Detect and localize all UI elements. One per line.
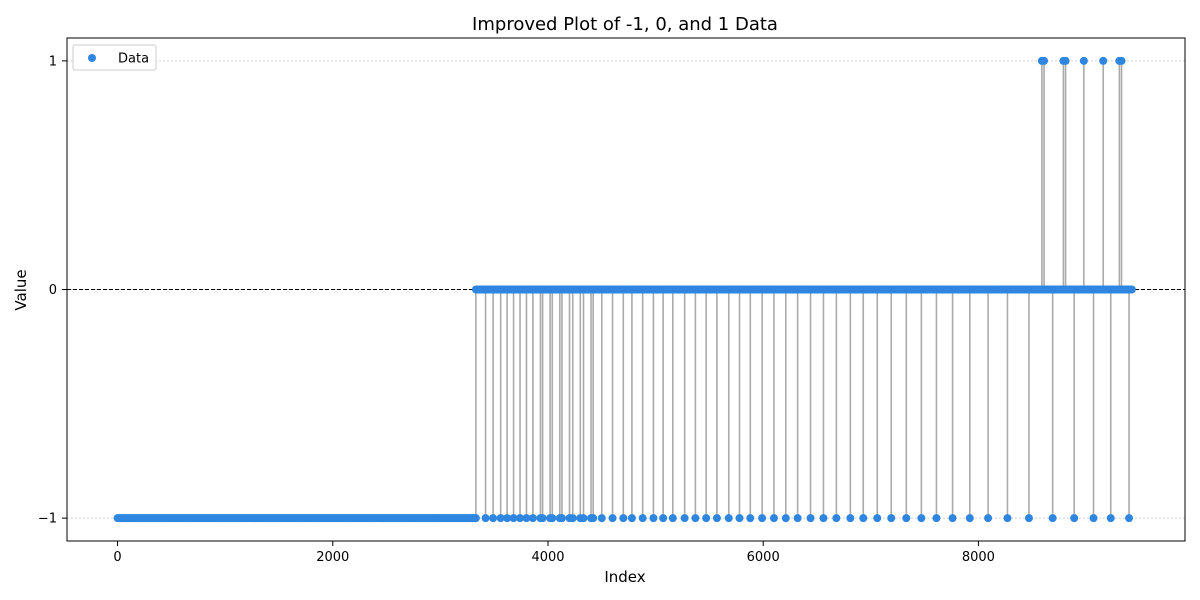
data-point <box>735 514 744 523</box>
legend: Data <box>72 44 157 71</box>
data-point <box>1070 514 1079 523</box>
x-tick-label: 2000 <box>316 550 349 565</box>
chart-title: Improved Plot of -1, 0, and 1 Data <box>472 14 778 35</box>
x-tick-label: 6000 <box>747 550 780 565</box>
data-point <box>627 514 636 523</box>
data-point <box>887 514 896 523</box>
data-point <box>948 514 957 523</box>
data-point <box>548 514 557 523</box>
y-tick-label: 0 <box>49 283 57 298</box>
data-point <box>758 514 767 523</box>
data-point <box>1048 514 1057 523</box>
data-point <box>1040 56 1049 65</box>
data-point <box>481 514 490 523</box>
data-point <box>806 514 815 523</box>
data-point <box>902 514 911 523</box>
data-point <box>984 514 993 523</box>
y-tick-label: 1 <box>49 54 57 69</box>
data-point <box>516 514 525 523</box>
data-point <box>1127 285 1136 294</box>
x-tick-label: 0 <box>113 550 121 565</box>
data-point <box>746 514 755 523</box>
legend-marker <box>88 54 96 62</box>
data-point <box>781 514 790 523</box>
data-point <box>568 514 577 523</box>
data-point <box>659 514 668 523</box>
y-tick-label: −1 <box>38 512 57 527</box>
legend-label: Data <box>118 52 149 67</box>
data-point <box>1099 56 1108 65</box>
data-point <box>1089 514 1098 523</box>
data-point <box>1003 514 1012 523</box>
data-point <box>509 514 518 523</box>
data-point <box>528 514 537 523</box>
stem-lines <box>475 60 1130 519</box>
data-point <box>793 514 802 523</box>
data-point <box>489 514 498 523</box>
x-tick-label: 8000 <box>962 550 995 565</box>
data-point <box>724 514 733 523</box>
data-point <box>691 514 700 523</box>
data-point <box>619 514 628 523</box>
data-point <box>680 514 689 523</box>
data-point <box>1106 514 1115 523</box>
data-point <box>608 514 617 523</box>
data-point <box>1125 514 1134 523</box>
data-point <box>1117 56 1126 65</box>
data-point <box>859 514 868 523</box>
data-point <box>712 514 721 523</box>
data-point <box>702 514 711 523</box>
data-point <box>557 514 566 523</box>
data-point <box>846 514 855 523</box>
data-point <box>1079 56 1088 65</box>
data-point <box>597 514 606 523</box>
data-point <box>873 514 882 523</box>
data-point <box>589 514 598 523</box>
data-point <box>638 514 647 523</box>
data-point <box>819 514 828 523</box>
data-point <box>649 514 658 523</box>
data-point <box>1061 56 1070 65</box>
data-point <box>1024 514 1033 523</box>
legend-box <box>72 44 157 71</box>
x-tick-label: 4000 <box>531 550 564 565</box>
data-point <box>538 514 547 523</box>
y-axis-label: Value <box>12 269 30 310</box>
data-point <box>579 514 588 523</box>
x-axis-label: Index <box>604 568 645 586</box>
data-point <box>668 514 677 523</box>
data-point <box>965 514 974 523</box>
data-point <box>917 514 926 523</box>
data-point <box>932 514 941 523</box>
data-point <box>471 514 480 523</box>
data-point <box>769 514 778 523</box>
data-point <box>832 514 841 523</box>
data-point <box>522 514 531 523</box>
axis-ticks: 0 2000 4000 6000 8000 −1 0 1 <box>38 54 995 565</box>
data-point <box>496 514 505 523</box>
data-points <box>113 56 1136 523</box>
data-point <box>503 514 512 523</box>
